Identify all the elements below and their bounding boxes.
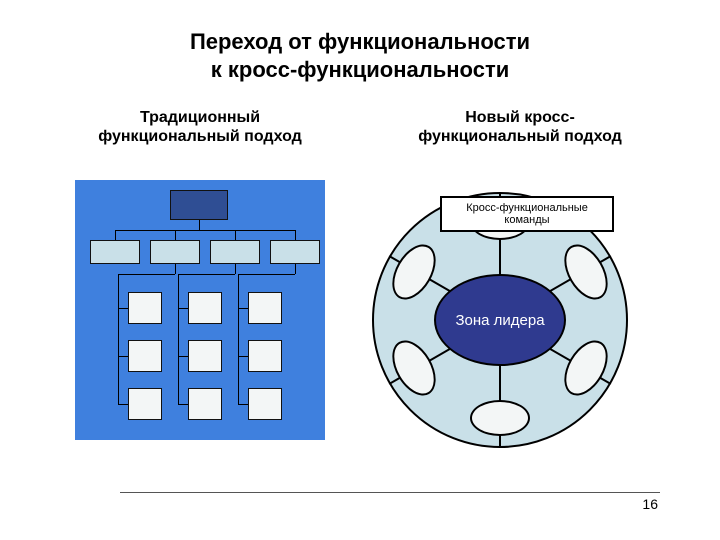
org-connector <box>238 308 248 309</box>
org-connector <box>115 230 295 231</box>
slide: { "page": { "number": "16", "fontsize": … <box>0 0 720 540</box>
teams-callout: Кросс-функциональныекоманды <box>440 196 614 232</box>
footer-line <box>120 492 660 493</box>
callout-line1: Кросс-функциональные <box>466 202 588 214</box>
org-connector <box>175 230 176 240</box>
org-node-mid <box>150 240 200 264</box>
org-connector <box>238 404 248 405</box>
org-node-leaf <box>248 292 282 324</box>
org-connector <box>115 230 116 240</box>
org-connector <box>118 274 175 275</box>
org-connector <box>178 274 179 404</box>
org-node-leaf <box>248 388 282 420</box>
org-connector <box>118 308 128 309</box>
slide-title: Переход от функциональности к кросс-функ… <box>0 28 720 83</box>
center-label: Зона лидера <box>455 312 544 329</box>
org-connector <box>178 356 188 357</box>
org-node-leaf <box>128 340 162 372</box>
right-heading: Новый кросс- функциональный подход <box>380 108 660 146</box>
org-node-leaf <box>188 388 222 420</box>
org-connector <box>235 230 236 240</box>
org-node-leaf <box>188 340 222 372</box>
org-connector <box>199 220 200 230</box>
org-connector <box>175 264 176 274</box>
title-line2: к кросс-функциональности <box>0 56 720 84</box>
center-ellipse: Зона лидера <box>434 274 566 366</box>
org-connector <box>178 274 235 275</box>
org-node-leaf <box>248 340 282 372</box>
org-connector <box>118 404 128 405</box>
org-node-leaf <box>188 292 222 324</box>
org-connector <box>118 274 119 404</box>
org-connector <box>238 274 239 404</box>
org-node-top <box>170 190 228 220</box>
org-node-mid <box>270 240 320 264</box>
team-ellipse <box>470 400 530 436</box>
org-node-leaf <box>128 388 162 420</box>
left-heading-line1: Традиционный <box>60 108 340 127</box>
org-connector <box>295 230 296 240</box>
right-heading-line2: функциональный подход <box>380 127 660 146</box>
org-connector <box>238 356 248 357</box>
org-connector <box>118 356 128 357</box>
org-connector <box>238 274 295 275</box>
org-connector <box>235 264 236 274</box>
left-heading-line2: функциональный подход <box>60 127 340 146</box>
org-node-leaf <box>128 292 162 324</box>
right-heading-line1: Новый кросс- <box>380 108 660 127</box>
org-connector <box>295 264 296 274</box>
org-node-mid <box>210 240 260 264</box>
left-heading: Традиционный функциональный подход <box>60 108 340 146</box>
org-connector <box>178 308 188 309</box>
org-connector <box>178 404 188 405</box>
callout-line2: команды <box>504 214 549 226</box>
org-node-mid <box>90 240 140 264</box>
page-number: 16 <box>642 496 658 512</box>
title-line1: Переход от функциональности <box>0 28 720 56</box>
